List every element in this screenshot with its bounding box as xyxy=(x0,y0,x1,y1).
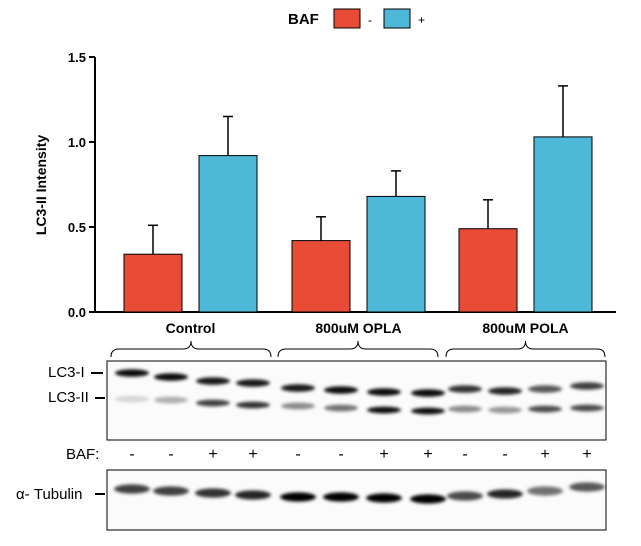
category-bracket xyxy=(277,340,439,358)
legend-label-plus: + xyxy=(418,13,425,27)
baf-sign: + xyxy=(379,446,388,463)
bar xyxy=(458,228,518,313)
bar xyxy=(366,195,426,313)
tubulin-band xyxy=(487,489,523,499)
x-tick-label: 800uM POLA xyxy=(482,320,568,336)
blot-tubulin-frame xyxy=(106,469,607,531)
baf-sign: - xyxy=(338,446,343,463)
legend-label-minus: - xyxy=(368,13,372,27)
lc3-ii-band xyxy=(448,405,482,413)
lc3-ii-band xyxy=(115,395,149,403)
tubulin-band xyxy=(153,486,189,496)
lc3-i-label: LC3-I xyxy=(48,364,85,381)
tubulin-label: α- Tubulin xyxy=(16,486,82,503)
tubulin-band xyxy=(410,494,446,504)
baf-sign: - xyxy=(129,446,134,463)
y-tick-label: 0.5 xyxy=(68,220,86,235)
legend-swatch-plus xyxy=(383,8,411,29)
lc3-ii-band xyxy=(367,406,401,414)
legend-swatch-minus xyxy=(333,8,361,29)
lc3-ii-band xyxy=(324,404,358,412)
lc3-ii-label: LC3-II xyxy=(48,389,89,406)
x-tick-label: Control xyxy=(166,320,216,336)
lc3-i-band xyxy=(488,387,522,395)
legend: BAF - + xyxy=(288,8,425,29)
lc3-i-band xyxy=(281,384,315,392)
y-axis-title: LC3-II Intensity xyxy=(33,135,49,236)
x-axis: Control 800uM OPLA 800uM POLA xyxy=(95,311,616,336)
lc3-ii-band xyxy=(570,404,604,412)
lc3-ii-band xyxy=(196,399,230,407)
baf-sign: - xyxy=(502,446,507,463)
baf-row-label: BAF: xyxy=(66,446,99,463)
x-tick-label: 800uM OPLA xyxy=(315,320,401,336)
lc3-i-band xyxy=(367,388,401,396)
blot-tubulin: α- Tubulin xyxy=(16,469,607,531)
blot-lc3: LC3-I LC3-II xyxy=(48,360,607,441)
tubulin-band xyxy=(195,488,231,498)
baf-sign: - xyxy=(168,446,173,463)
lc3-i-band xyxy=(570,382,604,390)
bar xyxy=(533,136,593,313)
lc3-ii-band xyxy=(236,401,270,409)
lc3-i-band xyxy=(196,377,230,385)
lc3-ii-band xyxy=(154,396,188,404)
baf-sign: + xyxy=(582,446,591,463)
lc3-ii-band xyxy=(411,407,445,415)
baf-sign: + xyxy=(248,446,257,463)
bar xyxy=(198,155,258,313)
tubulin-band xyxy=(235,490,271,500)
y-axis: 0.0 0.5 1.0 1.5 xyxy=(68,50,96,320)
baf-sign: + xyxy=(208,446,217,463)
blot-lc3-frame xyxy=(106,360,607,441)
baf-sign: + xyxy=(540,446,549,463)
tubulin-band xyxy=(569,482,605,492)
tubulin-band xyxy=(280,492,316,502)
lc3-i-band xyxy=(324,386,358,394)
tubulin-band xyxy=(366,493,402,503)
lc3-ii-band xyxy=(528,405,562,413)
tubulin-band xyxy=(447,491,483,501)
category-brackets xyxy=(110,340,606,358)
tubulin-band xyxy=(114,484,150,494)
baf-row: BAF: - - + + - - + + - - + + xyxy=(66,446,592,463)
blot-tubulin-bands xyxy=(114,482,605,504)
y-tick-label: 1.0 xyxy=(68,135,86,150)
lc3-i-band xyxy=(411,389,445,397)
bar xyxy=(291,240,351,313)
blot-lc3-bands xyxy=(115,369,604,415)
bars xyxy=(123,85,593,313)
legend-title: BAF xyxy=(288,11,319,28)
category-bracket xyxy=(445,340,606,358)
lc3-i-band xyxy=(448,385,482,393)
lc3-i-band xyxy=(154,373,188,381)
bar xyxy=(123,253,183,313)
lc3-ii-band xyxy=(281,402,315,410)
baf-sign: + xyxy=(423,446,432,463)
lc3-i-band xyxy=(528,385,562,393)
tubulin-band xyxy=(527,486,563,496)
tubulin-band xyxy=(323,492,359,502)
lc3-ii-band xyxy=(488,406,522,414)
baf-sign: - xyxy=(462,446,467,463)
lc3-i-band xyxy=(115,369,149,377)
y-tick-label: 0.0 xyxy=(68,305,86,320)
y-tick-label: 1.5 xyxy=(68,50,86,65)
baf-sign: - xyxy=(295,446,300,463)
lc3-i-band xyxy=(236,379,270,387)
category-bracket xyxy=(110,340,272,358)
